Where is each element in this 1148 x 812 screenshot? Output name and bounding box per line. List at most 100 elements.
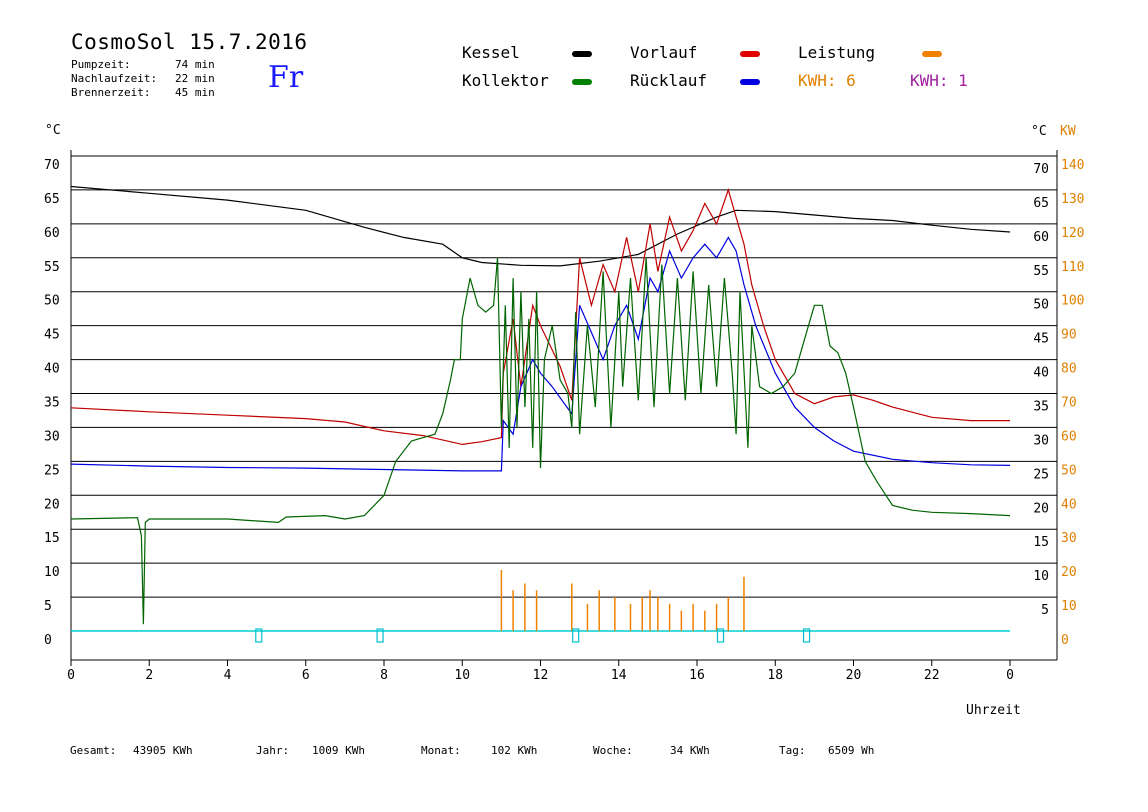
footer-gesamt-label: Gesamt:: [70, 744, 117, 757]
y-tick-label-left: 25: [44, 463, 60, 478]
y-tick-label-left: 55: [44, 260, 60, 275]
stat-brennerzeit-label: Brennerzeit:: [71, 86, 151, 99]
burner-marker: [572, 628, 580, 643]
footer-gesamt-value: 43905 KWh: [133, 744, 193, 757]
y2-tick-label: 90: [1061, 328, 1077, 343]
y2-tick-label: 140: [1061, 158, 1084, 173]
burner-marker: [376, 628, 384, 643]
y-tick-label-right: 45: [1033, 332, 1049, 347]
y-tick-label-left: 35: [44, 396, 60, 411]
x-tick-label: 2: [145, 668, 153, 683]
y2-tick-label: 0: [1061, 633, 1069, 648]
y-tick-label-right: 20: [1033, 501, 1049, 516]
kwh-orange-label: KWH: 6: [798, 71, 856, 90]
x-tick-label: 4: [224, 668, 232, 683]
legend-kessel-label: Kessel: [462, 43, 520, 62]
x-tick-label: 22: [924, 668, 940, 683]
legend-ruecklauf-swatch: [740, 79, 760, 85]
stat-nachlaufzeit-label: Nachlaufzeit:: [71, 72, 158, 85]
series-line-vorlauf: [70, 187, 1010, 446]
legend-leistung-swatch: [922, 51, 942, 57]
y-tick-label-left: 5: [44, 599, 52, 614]
stat-nachlaufzeit-value: 22 min: [175, 72, 215, 85]
y2-tick-label: 70: [1061, 396, 1077, 411]
y-tick-label-right: 70: [1033, 162, 1049, 177]
footer-tag-label: Tag:: [779, 744, 806, 757]
y-tick-label-left: 45: [44, 328, 60, 343]
y-tick-label-left: 70: [44, 158, 60, 173]
tick-labels: 0510152025303540455055606570510152025303…: [44, 158, 1084, 683]
weekday-label: Fr: [268, 60, 304, 95]
x-tick-label: 12: [533, 668, 549, 683]
y-tick-label-left: 20: [44, 497, 60, 512]
y2-tick-label: 80: [1061, 362, 1077, 377]
x-tick-label: 6: [302, 668, 310, 683]
y-tick-label-left: 10: [44, 565, 60, 580]
y-tick-label-left: 50: [44, 294, 60, 309]
legend-kessel-swatch: [572, 51, 592, 57]
footer-jahr-label: Jahr:: [256, 744, 290, 757]
kwh-purple-label: KWH: 1: [910, 71, 968, 90]
x-tick-label: 0: [1006, 668, 1014, 683]
burner-marker: [255, 628, 263, 643]
x-axis-label: Uhrzeit: [966, 703, 1021, 718]
y-tick-label-right: 10: [1033, 569, 1049, 584]
y-tick-label-right: 50: [1033, 298, 1049, 313]
y-tick-label-left: 40: [44, 362, 60, 377]
grid-lines: [71, 155, 1057, 598]
y2-tick-label: 60: [1061, 429, 1077, 444]
y2-tick-label: 100: [1061, 294, 1084, 309]
y-tick-label-left: 0: [44, 633, 52, 648]
stat-brennerzeit-value: 45 min: [175, 86, 215, 99]
y-tick-label-right: 60: [1033, 230, 1049, 245]
footer-woche-value: 34 KWh: [670, 744, 710, 757]
y2-tick-label: 20: [1061, 565, 1077, 580]
stat-pumpzeit-value: 74 min: [175, 58, 215, 71]
burner-marker: [716, 628, 725, 643]
x-tick-label: 8: [380, 668, 388, 683]
y-tick-label-right: 35: [1033, 400, 1049, 415]
y-axis-left-unit: °C: [45, 123, 61, 138]
burner-marker: [802, 628, 811, 643]
y-tick-label-right: 40: [1033, 366, 1049, 381]
y2-axis-unit: KW: [1060, 124, 1076, 139]
chart-title: CosmoSol 15.7.2016: [71, 30, 308, 54]
footer-woche-label: Woche:: [593, 744, 633, 757]
y2-tick-label: 40: [1061, 497, 1077, 512]
legend-kollektor-label: Kollektor: [462, 71, 549, 90]
y-tick-label-left: 15: [44, 531, 60, 546]
x-tick-label: 0: [67, 668, 75, 683]
axes: [70, 150, 1058, 661]
legend-leistung-label: Leistung: [798, 43, 876, 62]
x-tick-label: 14: [611, 668, 627, 683]
y-tick-label-right: 5: [1041, 603, 1049, 618]
stat-pumpzeit-label: Pumpzeit:: [71, 58, 131, 71]
footer-monat-value: 102 KWh: [491, 744, 538, 757]
footer-monat-label: Monat:: [421, 744, 461, 757]
y-tick-label-left: 30: [44, 429, 60, 444]
x-tick-label: 16: [689, 668, 705, 683]
y2-tick-label: 120: [1061, 226, 1084, 241]
y2-tick-label: 10: [1061, 599, 1077, 614]
footer-tag-value: 6509 Wh: [828, 744, 875, 757]
y-tick-label-right: 15: [1033, 535, 1049, 550]
legend-kollektor-swatch: [572, 79, 592, 85]
y2-tick-label: 50: [1061, 463, 1077, 478]
x-tick-label: 10: [454, 668, 470, 683]
series-line-kessel: [70, 185, 1011, 267]
y-tick-label-right: 25: [1033, 467, 1049, 482]
legend-vorlauf-swatch: [740, 51, 760, 57]
series-lines: [70, 185, 1011, 632]
footer-jahr-value: 1009 KWh: [312, 744, 365, 757]
series-line-ruecklauf: [70, 236, 1011, 472]
legend-ruecklauf-label: Rücklauf: [630, 71, 708, 90]
legend-vorlauf-label: Vorlauf: [630, 43, 698, 62]
y-tick-label-right: 65: [1033, 196, 1049, 211]
series-line-kollektor: [70, 257, 1011, 625]
y2-tick-label: 30: [1061, 531, 1077, 546]
y2-tick-label: 130: [1061, 192, 1084, 207]
x-tick-label: 18: [767, 668, 783, 683]
y-tick-label-right: 55: [1033, 264, 1049, 279]
y-tick-label-right: 30: [1033, 433, 1049, 448]
